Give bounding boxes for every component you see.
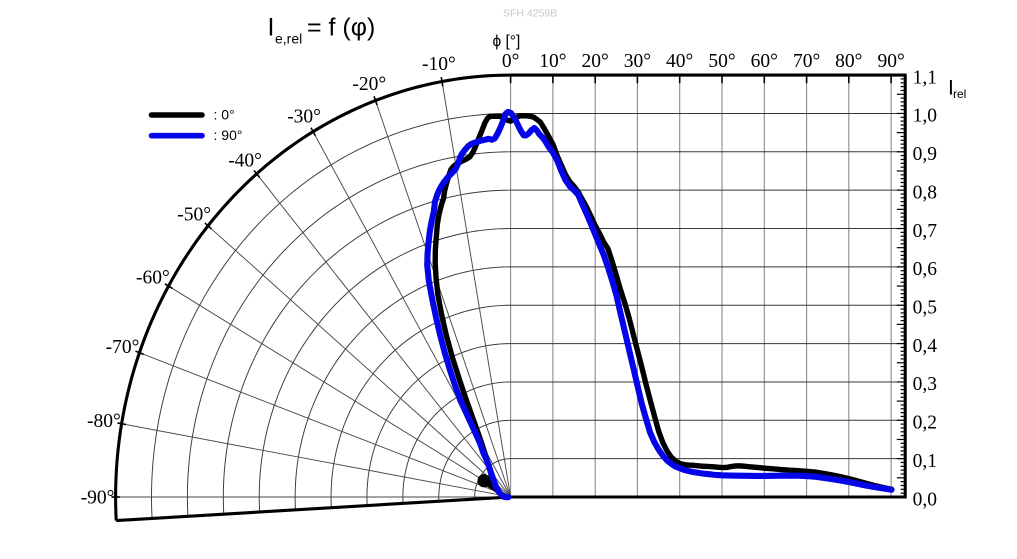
svg-text:0,1: 0,1: [913, 451, 937, 472]
svg-text:0,4: 0,4: [913, 336, 938, 357]
svg-text:30°: 30°: [624, 51, 651, 72]
svg-text:90°: 90°: [877, 51, 904, 72]
svg-text:-70°: -70°: [106, 337, 140, 358]
svg-text:-40°: -40°: [228, 150, 262, 171]
svg-text:e,rel: e,rel: [275, 31, 302, 47]
svg-text:ϕ [°]: ϕ [°]: [493, 33, 521, 50]
svg-text:-10°: -10°: [422, 54, 456, 75]
svg-text:40°: 40°: [666, 51, 693, 72]
svg-text:0,2: 0,2: [913, 413, 937, 434]
svg-text:1,0: 1,0: [913, 106, 937, 127]
svg-text:rel: rel: [953, 87, 966, 101]
svg-text:0,5: 0,5: [913, 298, 937, 319]
svg-text:50°: 50°: [708, 51, 735, 72]
svg-text:-50°: -50°: [177, 205, 211, 226]
svg-text:0,8: 0,8: [913, 183, 937, 204]
svg-text:70°: 70°: [793, 51, 820, 72]
svg-text:0°: 0°: [502, 51, 520, 72]
svg-text:0,6: 0,6: [913, 259, 938, 280]
svg-text:10°: 10°: [539, 51, 566, 72]
svg-text:I: I: [268, 14, 275, 42]
svg-text:1,1: 1,1: [913, 67, 937, 88]
svg-text:= f (φ): = f (φ): [307, 14, 375, 42]
svg-text:0,7: 0,7: [913, 221, 938, 242]
svg-text:I: I: [948, 77, 954, 100]
svg-text:-90°: -90°: [81, 488, 115, 509]
svg-text:: 0°: : 0°: [214, 107, 235, 123]
svg-text:0,0: 0,0: [913, 489, 937, 510]
svg-text:20°: 20°: [582, 51, 609, 72]
svg-text:-30°: -30°: [287, 106, 321, 127]
svg-text:: 90°: : 90°: [214, 127, 243, 143]
svg-text:60°: 60°: [751, 51, 778, 72]
svg-text:0,9: 0,9: [913, 144, 937, 165]
svg-text:-80°: -80°: [87, 411, 121, 432]
svg-text:0,3: 0,3: [913, 374, 937, 395]
svg-text:-20°: -20°: [352, 74, 386, 95]
svg-text:80°: 80°: [835, 51, 862, 72]
svg-text:-60°: -60°: [136, 268, 170, 289]
svg-text:SFH 4259B: SFH 4259B: [503, 8, 557, 20]
